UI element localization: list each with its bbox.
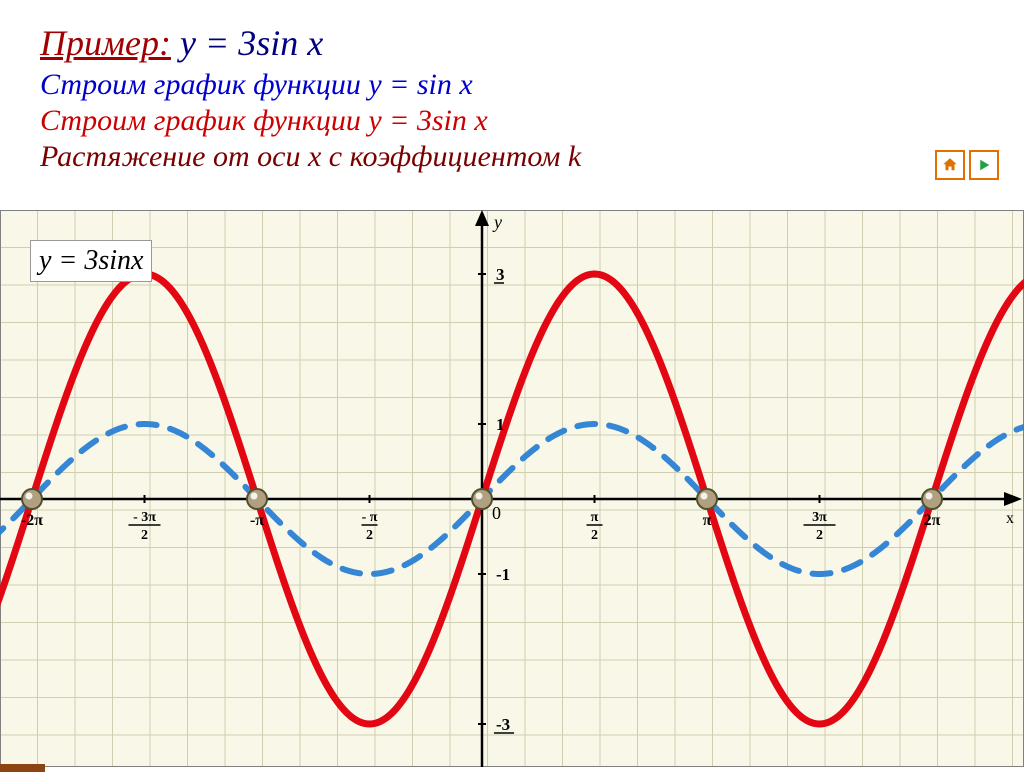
svg-text:π: π	[591, 510, 599, 525]
nav-icons	[935, 150, 999, 180]
intersection-point	[922, 489, 942, 509]
home-button[interactable]	[935, 150, 965, 180]
home-icon	[941, 156, 959, 174]
svg-text:-π: -π	[250, 512, 264, 529]
subtitle-build-3sinx: Строим график функции y = 3sin x	[40, 103, 984, 139]
intersection-point	[247, 489, 267, 509]
svg-text:y: y	[492, 212, 502, 232]
example-label: Пример:	[40, 23, 171, 63]
svg-text:2π: 2π	[924, 512, 941, 529]
title-equation: y = 3sin x	[171, 23, 323, 63]
svg-text:2: 2	[816, 528, 823, 543]
svg-text:- 3π: - 3π	[133, 510, 156, 525]
svg-text:-1: -1	[496, 565, 510, 584]
svg-text:0: 0	[492, 503, 501, 523]
subtitle-build-sinx: Строим график функции y = sin x	[40, 67, 984, 103]
svg-text:2: 2	[366, 528, 373, 543]
intersection-point	[472, 489, 492, 509]
svg-text:2: 2	[591, 528, 598, 543]
svg-text:- π: - π	[362, 510, 378, 525]
intersection-point	[22, 489, 42, 509]
subtitle-stretch: Растяжение от оси х с коэффициентом k	[40, 139, 984, 175]
slide-accent	[0, 759, 45, 767]
svg-text:x: x	[1006, 510, 1014, 527]
svg-text:π: π	[703, 512, 712, 529]
svg-text:-2π: -2π	[21, 512, 43, 529]
next-button[interactable]	[969, 150, 999, 180]
chart-area: y = 3sinx yx0-2π- 3π2-π- π2π2π3π22π31-1-…	[0, 210, 1024, 767]
svg-text:2: 2	[141, 528, 148, 543]
play-icon	[975, 156, 993, 174]
svg-text:3π: 3π	[812, 510, 827, 525]
svg-text:-3: -3	[496, 715, 510, 734]
intersection-point	[697, 489, 717, 509]
svg-text:3: 3	[496, 265, 505, 284]
equation-box: y = 3sinx	[30, 240, 152, 282]
svg-text:1: 1	[496, 415, 505, 434]
